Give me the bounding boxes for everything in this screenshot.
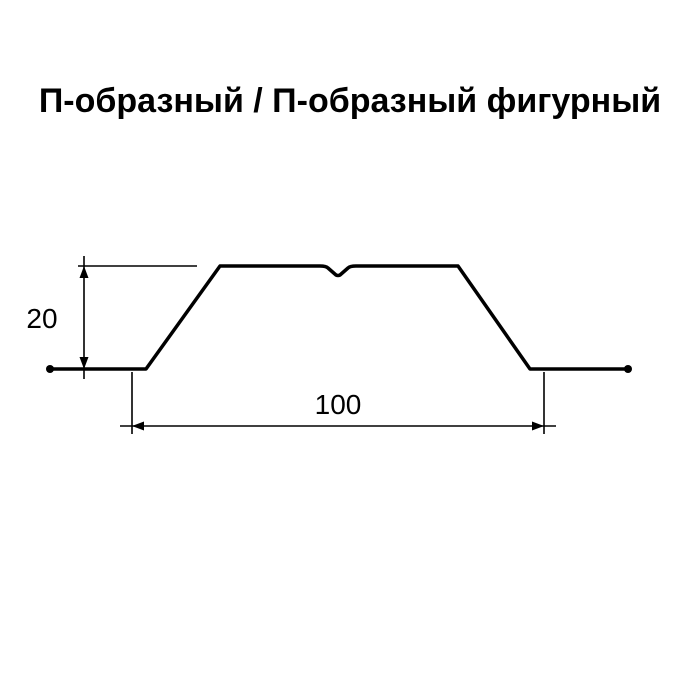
profile-endcap-left	[46, 365, 54, 373]
dim-arrow	[80, 357, 89, 369]
profile-endcap-right	[624, 365, 632, 373]
dim-arrow	[532, 422, 544, 431]
dim-arrow	[132, 422, 144, 431]
diagram-title: П-образный / П-образный фигурный	[0, 82, 700, 121]
dim-arrow	[80, 266, 89, 278]
profile-outline	[50, 266, 628, 369]
dim-v-label: 20	[26, 303, 57, 334]
dim-h-label: 100	[315, 389, 362, 420]
